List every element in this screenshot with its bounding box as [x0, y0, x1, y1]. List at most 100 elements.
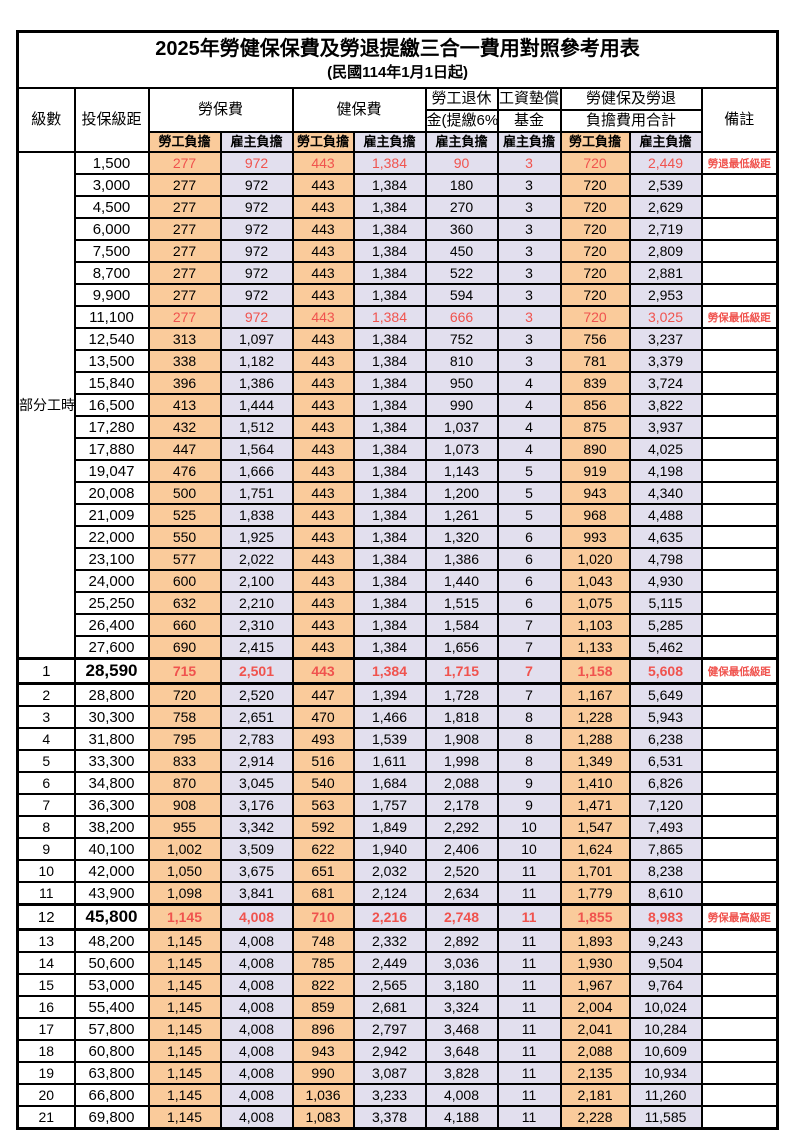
value-cell: 3: [496, 195, 562, 219]
value-cell: 5: [496, 459, 562, 483]
remark-cell: [700, 995, 779, 1019]
level-cell: 19: [16, 1061, 76, 1085]
table-row: 21 69,800 1,145 4,008 1,083 3,378 4,188 11 2,228…: [16, 1105, 779, 1130]
value-cell: 1,701: [559, 859, 631, 883]
value-cell: 972: [219, 239, 294, 263]
value-cell: 180: [424, 173, 499, 197]
value-cell: 993: [559, 525, 631, 549]
value-cell: 5: [496, 481, 562, 505]
value-cell: 2,953: [628, 283, 703, 307]
value-cell: 447: [291, 682, 355, 707]
value-cell: 7: [496, 682, 562, 707]
table-row: 6,000 277 972 443 1,384 360 3 720 2,719: [18, 217, 779, 241]
table-row: 15 53,000 1,145 4,008 822 2,565 3,180 11 1,967 9,…: [16, 973, 779, 997]
value-cell: 10,934: [628, 1061, 703, 1085]
value-cell: 875: [559, 415, 631, 439]
level-cell: 14: [16, 951, 76, 975]
table-row: 5 33,300 833 2,914 516 1,611 1,998 8 1,349 6,531: [16, 749, 779, 773]
value-cell: 1,779: [559, 881, 631, 906]
value-cell: 277: [147, 261, 222, 285]
value-cell: 443: [291, 151, 355, 175]
level-cell: 5: [16, 749, 76, 773]
remark-cell: 健保最低級距: [700, 657, 779, 685]
value-cell: 1,384: [352, 195, 427, 219]
value-cell: 990: [424, 393, 499, 417]
bracket-cell: 22,000: [73, 525, 150, 549]
value-cell: 622: [291, 837, 355, 861]
value-cell: 720: [559, 261, 631, 285]
value-cell: 1,751: [219, 481, 294, 505]
value-cell: 3,828: [424, 1061, 499, 1085]
value-cell: 720: [559, 173, 631, 197]
table-row: 25,250 632 2,210 443 1,384 1,515 6 1,075 5,115: [18, 591, 779, 615]
value-cell: 8,610: [628, 881, 703, 906]
value-cell: 1,855: [559, 903, 631, 931]
value-cell: 972: [219, 283, 294, 307]
remark-cell: [700, 459, 779, 483]
value-cell: 1,384: [352, 371, 427, 395]
value-cell: 2,809: [628, 239, 703, 263]
value-cell: 3,841: [219, 881, 294, 906]
part-time-section-label: 部分工時: [16, 151, 76, 660]
value-cell: 1,925: [219, 525, 294, 549]
value-cell: 720: [559, 305, 631, 329]
value-cell: 1,050: [147, 859, 222, 883]
remark-cell: [700, 591, 779, 615]
value-cell: 833: [147, 749, 222, 773]
remark-cell: [700, 682, 779, 707]
value-cell: 795: [147, 727, 222, 751]
value-cell: 3,036: [424, 951, 499, 975]
value-cell: 5,285: [628, 613, 703, 637]
value-cell: 1,002: [147, 837, 222, 861]
remark-cell: [700, 371, 779, 395]
remark-cell: [700, 239, 779, 263]
table-row: 6 34,800 870 3,045 540 1,684 2,088 9 1,410 6,826: [16, 771, 779, 795]
value-cell: 450: [424, 239, 499, 263]
table-row: 14 50,600 1,145 4,008 785 2,449 3,036 11 1,930 9,…: [16, 951, 779, 975]
bracket-cell: 30,300: [73, 705, 150, 729]
remark-cell: [700, 217, 779, 241]
col-header-total-line1: 勞健保及勞退: [559, 87, 703, 111]
value-cell: 6: [496, 591, 562, 615]
value-cell: 550: [147, 525, 222, 549]
remark-cell: [700, 1039, 779, 1063]
value-cell: 270: [424, 195, 499, 219]
bracket-cell: 6,000: [73, 217, 150, 241]
table-row: 8 38,200 955 3,342 592 1,849 2,292 10 1,547 7,493: [16, 815, 779, 839]
remark-cell: 勞保最低級距: [700, 305, 779, 329]
value-cell: 9,764: [628, 973, 703, 997]
table-row: 20,008 500 1,751 443 1,384 1,200 5 943 4,340: [18, 481, 779, 505]
value-cell: 1,182: [219, 349, 294, 373]
bracket-cell: 16,500: [73, 393, 150, 417]
value-cell: 955: [147, 815, 222, 839]
value-cell: 2,406: [424, 837, 499, 861]
level-cell: 12: [16, 903, 76, 931]
subheader-health-employer: 雇主負擔: [352, 131, 427, 153]
value-cell: 1,098: [147, 881, 222, 906]
value-cell: 870: [147, 771, 222, 795]
table-row: 12 45,800 1,145 4,008 710 2,216 2,748 11 1,855 8,…: [16, 903, 779, 931]
value-cell: 11: [496, 859, 562, 883]
value-cell: 3,378: [352, 1105, 427, 1130]
bracket-cell: 36,300: [73, 793, 150, 817]
value-cell: 1,145: [147, 1105, 222, 1130]
value-cell: 2,501: [219, 657, 294, 685]
remark-cell: [700, 705, 779, 729]
value-cell: 2,088: [424, 771, 499, 795]
value-cell: 10: [496, 837, 562, 861]
page-subtitle: (民國114年1月1日起): [327, 64, 468, 81]
value-cell: 3,045: [219, 771, 294, 795]
bracket-cell: 23,100: [73, 547, 150, 571]
value-cell: 1,444: [219, 393, 294, 417]
value-cell: 2,332: [352, 928, 427, 953]
value-cell: 1,145: [147, 903, 222, 931]
value-cell: 943: [559, 481, 631, 505]
value-cell: 4: [496, 437, 562, 461]
value-cell: 11: [496, 995, 562, 1019]
col-header-health-insurance: 健保費: [291, 87, 427, 133]
level-cell: 6: [16, 771, 76, 795]
value-cell: 443: [291, 217, 355, 241]
value-cell: 810: [424, 349, 499, 373]
table-row: 1 28,590 715 2,501 443 1,384 1,715 7 1,158 5,608 健…: [16, 657, 779, 685]
remark-cell: [700, 393, 779, 417]
